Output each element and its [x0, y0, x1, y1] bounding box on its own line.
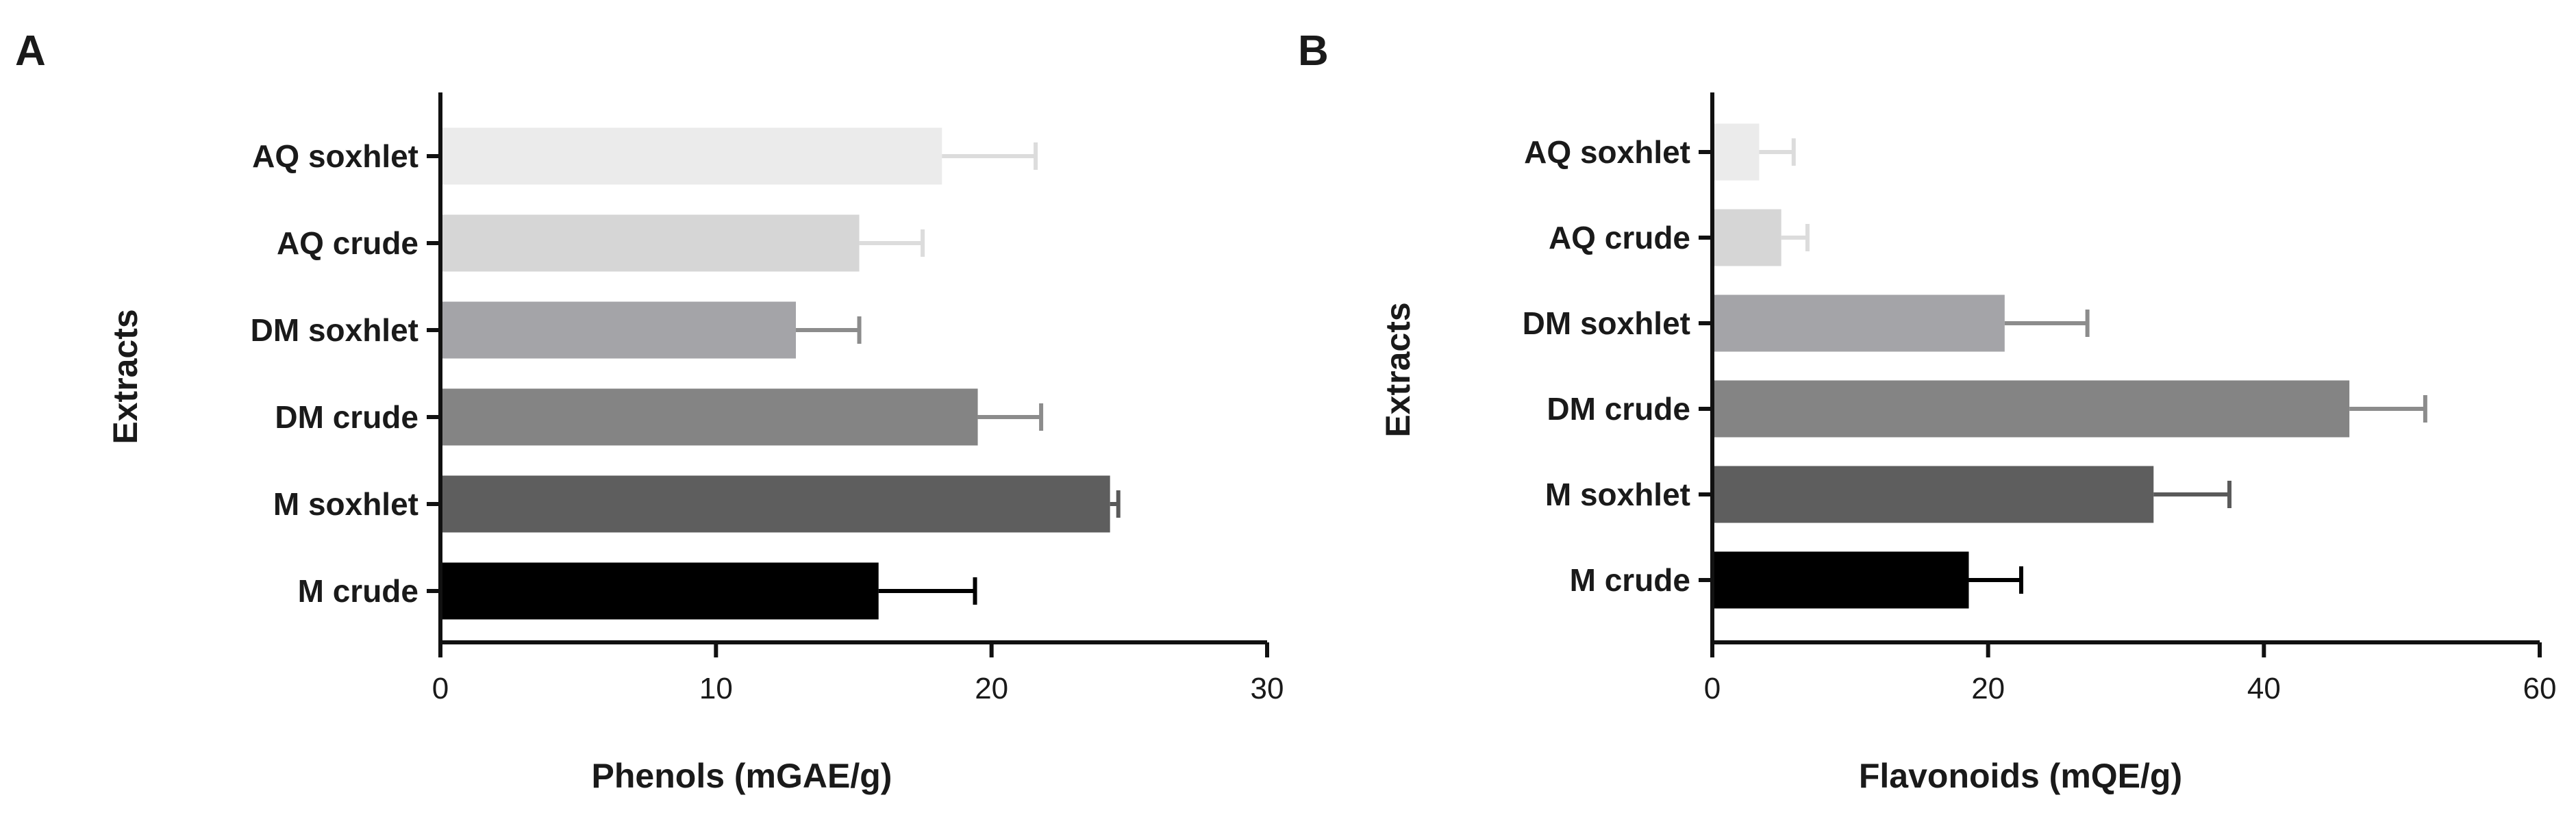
panel-a-category-label-dm-soxhlet: DM soxhlet	[251, 312, 418, 348]
panel-a-axes	[438, 92, 1267, 644]
panel-b-error-bars	[1759, 138, 2427, 594]
panel-a: A Extracts Phenols (mGAE/g) AQ soxhletAQ…	[15, 27, 1284, 795]
panel-b-category-label-aq-soxhlet: AQ soxhlet	[1524, 134, 1690, 170]
panel-a-category-label-m-soxhlet: M soxhlet	[273, 486, 418, 522]
panel-b-y-axis-title: Extracts	[1379, 302, 1417, 437]
panel-a-x-ticks: 0 10 20 30	[432, 642, 1284, 705]
panel-b-axes	[1710, 92, 2540, 644]
panel-a-x-tick-label-0: 0	[432, 672, 449, 705]
panel-b-category-label-m-soxhlet: M soxhlet	[1545, 477, 1690, 512]
panel-a-y-axis-title: Extracts	[106, 309, 145, 444]
panel-a-category-label-aq-soxhlet: AQ soxhlet	[252, 138, 418, 174]
panel-b-bar-m-crude	[1712, 551, 1969, 609]
panel-b-bar-m-soxhlet	[1712, 466, 2154, 523]
panel-b: B Extracts Flavonoids (mQE/g) AQ soxhlet…	[1298, 27, 2556, 795]
panel-b-bar-dm-soxhlet	[1712, 294, 2005, 352]
panel-b-x-ticks: 0 20 40 60	[1704, 642, 2557, 705]
panel-b-x-tick-label-20: 20	[1971, 672, 2005, 705]
panel-a-x-tick-label-30: 30	[1251, 672, 1284, 705]
panel-a-bar-aq-crude	[440, 214, 860, 272]
panel-a-bar-m-crude	[440, 562, 879, 620]
panel-b-category-label-dm-crude: DM crude	[1547, 391, 1690, 427]
panel-b-letter: B	[1298, 27, 1329, 75]
panel-a-bars	[440, 127, 1110, 620]
panel-b-bar-aq-soxhlet	[1712, 123, 1760, 181]
panel-b-x-tick-label-0: 0	[1704, 672, 1721, 705]
panel-b-category-label-dm-soxhlet: DM soxhlet	[1523, 305, 1690, 341]
panel-a-category-labels: AQ soxhlet AQ crude DM soxhlet DM crude M so…	[251, 138, 440, 609]
panel-b-bar-dm-crude	[1712, 380, 2350, 438]
panel-b-category-label-aq-crude: AQ crude	[1549, 220, 1690, 255]
panel-a-category-label-aq-crude: AQ crude	[277, 225, 418, 261]
panel-b-category-labels: AQ soxhlet AQ crude DM soxhlet DM crude M so…	[1523, 134, 1712, 598]
panel-a-category-label-dm-crude: DM crude	[275, 399, 418, 435]
panel-a-bar-dm-crude	[440, 388, 978, 446]
panel-a-x-tick-label-10: 10	[699, 672, 733, 705]
panel-a-bar-aq-soxhlet	[440, 127, 942, 185]
panel-a-bar-m-soxhlet	[440, 475, 1110, 533]
panel-a-error-bars	[796, 142, 1121, 605]
panel-a-letter: A	[15, 27, 46, 75]
panel-b-x-tick-label-40: 40	[2247, 672, 2281, 705]
panel-b-x-tick-label-60: 60	[2523, 672, 2557, 705]
panel-b-category-label-m-crude: M crude	[1570, 562, 1690, 598]
panel-b-x-axis-title: Flavonoids (mQE/g)	[1859, 757, 2182, 795]
panel-b-bars	[1712, 123, 2350, 609]
panel-a-category-label-m-crude: M crude	[298, 573, 418, 609]
panel-a-bar-dm-soxhlet	[440, 301, 797, 359]
panel-a-x-tick-label-20: 20	[975, 672, 1008, 705]
panel-b-bar-aq-crude	[1712, 209, 1781, 266]
panel-a-x-axis-title: Phenols (mGAE/g)	[592, 757, 892, 795]
